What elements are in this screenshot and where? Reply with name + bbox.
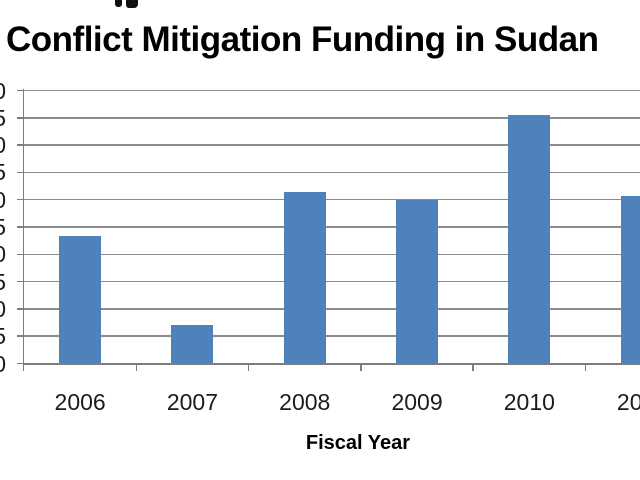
gridline <box>24 89 640 92</box>
x-tick-label: 2010 <box>503 389 555 415</box>
y-axis-line <box>22 89 24 371</box>
y-axis-tick <box>17 280 24 283</box>
cropped-text-fragment <box>115 0 122 7</box>
x-axis-tick <box>584 363 587 371</box>
gridline <box>24 280 640 283</box>
gridline <box>24 171 640 174</box>
x-tick-label: 2011 <box>616 389 640 415</box>
gridline <box>24 198 640 201</box>
x-axis-title: Fiscal Year <box>305 432 411 454</box>
y-tick-label: 15 <box>0 270 6 293</box>
gridline <box>24 226 640 228</box>
x-axis-tick <box>135 363 138 371</box>
gridline <box>24 253 640 256</box>
y-axis-tick <box>17 117 24 119</box>
y-axis-tick <box>17 362 24 365</box>
y-axis-tick <box>17 335 24 337</box>
y-axis-tick <box>17 144 24 146</box>
x-tick-label: 2006 <box>54 389 106 415</box>
y-axis-tick <box>17 308 24 310</box>
y-tick-label: 50 <box>0 79 6 102</box>
y-tick-label: 20 <box>0 243 6 266</box>
x-axis-tick <box>472 363 474 371</box>
gridline <box>24 308 640 310</box>
y-axis-tick <box>17 171 24 174</box>
y-tick-label: 40 <box>0 134 6 157</box>
y-tick-label: 45 <box>0 106 6 129</box>
y-axis-tick <box>17 253 24 256</box>
gridline <box>24 335 640 337</box>
y-tick-label: 10 <box>0 297 6 320</box>
y-tick-label: 5 <box>0 325 6 348</box>
y-axis-tick <box>17 226 24 228</box>
cropped-text-fragment <box>126 0 138 8</box>
x-axis-tick <box>360 363 362 371</box>
bar-2007 <box>171 325 214 364</box>
x-tick-label: 2009 <box>391 389 443 415</box>
x-tick-label: 2007 <box>166 389 219 415</box>
y-tick-label: 0 <box>0 352 6 375</box>
y-axis-tick <box>17 89 24 92</box>
y-tick-label: 35 <box>0 161 6 184</box>
gridline <box>24 144 640 146</box>
bar-2006 <box>59 236 102 364</box>
bar-2009 <box>396 199 439 364</box>
chart-title: Conflict Mitigation Funding in Sudan <box>6 20 599 59</box>
y-axis-tick <box>17 198 24 201</box>
x-tick-label: 2008 <box>279 389 331 415</box>
bar-2008 <box>283 191 326 364</box>
gridline <box>24 117 640 119</box>
x-axis-tick <box>247 363 250 371</box>
x-axis-line <box>23 362 640 365</box>
bar-2010 <box>508 115 551 364</box>
bar-2011 <box>620 195 640 364</box>
y-tick-label: 30 <box>0 188 6 211</box>
y-tick-label: 25 <box>0 216 6 239</box>
